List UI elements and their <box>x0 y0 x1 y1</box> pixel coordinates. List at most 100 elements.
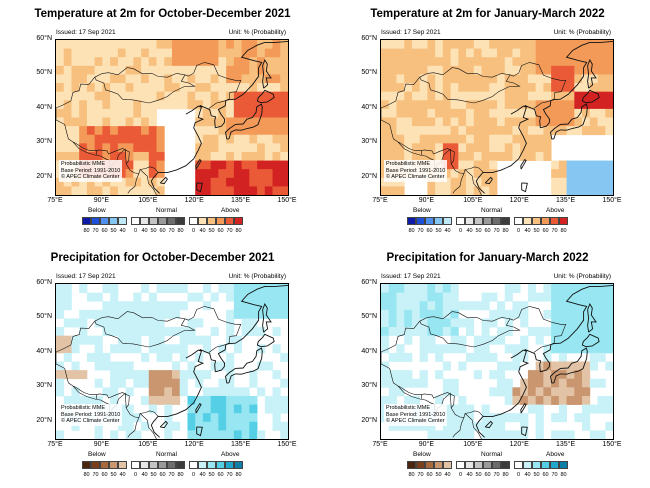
grid-cell <box>404 134 413 144</box>
legend-swatch <box>176 217 185 225</box>
grid-cell <box>94 352 103 362</box>
grid-cell <box>264 284 273 294</box>
grid-cell <box>148 108 157 118</box>
boundary-line <box>550 103 588 140</box>
grid-cell <box>466 40 475 50</box>
grid-cell <box>241 413 250 423</box>
grid-cell <box>381 134 390 144</box>
grid-cell <box>179 74 188 84</box>
grid-cell <box>411 65 421 75</box>
grid-cell <box>427 177 436 187</box>
grid-cell <box>551 117 560 127</box>
grid-cell <box>558 126 567 136</box>
grid-cell <box>396 100 405 110</box>
grid-cell <box>56 108 65 118</box>
grid-cell <box>535 378 544 388</box>
grid-cell <box>466 413 475 423</box>
grid-cell <box>195 177 204 187</box>
grid-cell <box>110 395 119 405</box>
grid-cell <box>574 378 583 388</box>
grid-cell <box>589 40 598 50</box>
grid-cell <box>551 309 560 319</box>
grid-cell <box>388 134 397 144</box>
grid-cell <box>71 126 80 136</box>
grid-cell <box>497 57 506 67</box>
grid-cell <box>164 301 173 311</box>
legend-value: 40 <box>524 472 531 478</box>
grid-cell <box>226 378 235 388</box>
grid-cell <box>388 126 397 136</box>
grid-cell <box>272 413 281 423</box>
grid-cell <box>102 134 111 144</box>
grid-cell <box>543 126 552 136</box>
grid-cell <box>396 108 405 118</box>
legend-swatch <box>492 217 501 225</box>
boundary-line <box>524 104 542 128</box>
grid-cell <box>582 361 591 371</box>
grid-cell <box>133 301 142 311</box>
grid-cell <box>218 40 227 50</box>
grid-cell <box>589 378 598 388</box>
grid-cell <box>272 370 281 380</box>
grid-cell <box>195 421 204 431</box>
grid-cell <box>110 151 119 161</box>
grid-cell <box>512 48 521 58</box>
grid-cell <box>466 177 475 187</box>
grid-cell <box>551 292 560 302</box>
grid-cell <box>388 117 397 127</box>
legend-swatch <box>416 217 425 225</box>
grid-cell <box>527 100 537 110</box>
grid-cell <box>164 413 173 423</box>
grid-cell <box>241 117 250 127</box>
grid-cell <box>195 91 204 101</box>
legend-value: 50 <box>435 472 442 478</box>
grid-cell <box>466 430 475 439</box>
legend-value: 40 <box>466 472 473 478</box>
grid-cell <box>125 57 134 67</box>
grid-cell <box>419 100 428 110</box>
lon-tick-label: 120°E <box>184 441 204 448</box>
grid-cell <box>481 65 490 75</box>
grid-cell <box>94 91 103 101</box>
lon-tick-label: 105°E <box>463 441 483 448</box>
grid-cell <box>102 74 111 84</box>
grid-cell <box>148 91 157 101</box>
grid-cell <box>233 126 242 136</box>
grid-cell <box>535 65 544 75</box>
grid-cell <box>133 108 142 118</box>
legend-swatch <box>198 217 207 225</box>
grid-cell <box>102 186 111 195</box>
grid-cell <box>226 284 235 294</box>
legend-value: 60 <box>217 228 224 234</box>
grid-cell <box>233 117 242 127</box>
grid-cell <box>63 108 72 118</box>
grid-cell <box>404 395 413 405</box>
grid-cell <box>226 83 235 93</box>
grid-cell <box>527 40 537 50</box>
grid-cell <box>605 177 613 187</box>
grid-cell <box>272 143 281 153</box>
grid-cell <box>86 48 96 58</box>
grid-cell <box>388 177 397 187</box>
grid-cell <box>589 108 598 118</box>
grid-cell <box>141 108 150 118</box>
grid-cell <box>543 292 552 302</box>
grid-cell <box>117 91 126 101</box>
grid-cell <box>210 65 219 75</box>
grid-cell <box>558 169 567 179</box>
grid-cell <box>71 117 80 127</box>
grid-cell <box>241 83 250 93</box>
grid-cell <box>481 327 490 337</box>
lat-tick-label: 60°N <box>36 279 52 286</box>
grid-cell <box>117 143 126 153</box>
grid-cell <box>489 387 498 397</box>
legend-value: 60 <box>542 228 549 234</box>
grid-cell <box>442 151 451 161</box>
boundary-line <box>195 402 202 414</box>
grid-cell <box>527 83 537 93</box>
grid-cell <box>419 327 428 337</box>
grid-cell <box>574 395 583 405</box>
lat-tick-label: 20°N <box>36 172 52 180</box>
grid-cell <box>172 91 181 101</box>
grid-cell <box>404 126 413 136</box>
